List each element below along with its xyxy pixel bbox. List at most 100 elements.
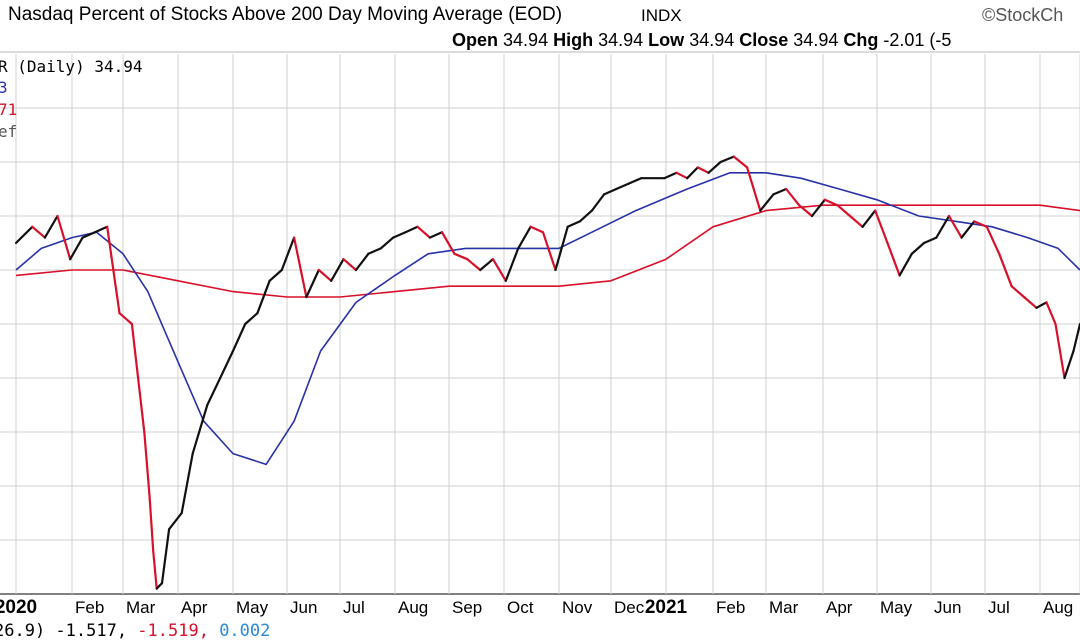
series-main-segment [698, 167, 709, 172]
series-main-segment [506, 248, 518, 280]
series-main-segment [543, 232, 556, 270]
high-label: High [553, 30, 593, 50]
series-main-segment [220, 351, 233, 378]
series-main-segment [863, 211, 876, 227]
quote-line: Open 34.94 High 34.94 Low 34.94 Close 34… [452, 30, 951, 51]
series-main-segment [531, 227, 543, 232]
series-main-segment [344, 259, 357, 270]
series-main-segment [850, 216, 863, 227]
x-tick-label: 2020 [0, 597, 37, 618]
x-tick-label: Oct [507, 598, 534, 617]
open-label: Open [452, 30, 498, 50]
series-main-segment [1056, 324, 1065, 378]
series-main-segment [270, 270, 282, 281]
series-main-segment [144, 432, 149, 497]
series-main-segment [467, 259, 480, 270]
x-tick-label: Sep [452, 598, 482, 617]
series-main-segment [207, 378, 220, 405]
x-tick-label: Feb [716, 598, 745, 617]
series-main-segment [480, 259, 493, 270]
series-ma-long-line [16, 205, 1080, 297]
series-main-segment [616, 184, 628, 189]
footer-value-3: 0.002 [219, 621, 270, 641]
series-main-segment [677, 173, 688, 178]
chg-label: Chg [843, 30, 878, 50]
x-tick-label: Jun [934, 598, 961, 617]
series-main-segment [150, 497, 154, 551]
x-tick-label: Mar [126, 598, 156, 617]
chart-title: Nasdaq Percent of Stocks Above 200 Day M… [8, 4, 562, 26]
x-tick-label: Apr [826, 598, 853, 617]
index-symbol: INDX [641, 6, 682, 26]
x-tick-label: Nov [562, 598, 593, 617]
close-value: 34.94 [793, 30, 838, 50]
series-main-segment [294, 238, 306, 297]
series-main-segment [169, 513, 182, 529]
legend-ref: ef [0, 122, 17, 141]
x-tick-label: Mar [769, 598, 799, 617]
legend-main: R (Daily) 34.94 [0, 57, 143, 76]
series-main-segment [1012, 286, 1024, 297]
series-main-segment [912, 243, 924, 254]
series-main-segment [245, 313, 257, 324]
series-main-segment [319, 270, 331, 281]
series-main-segment [368, 248, 380, 253]
x-tick-label: Jul [343, 598, 365, 617]
series-main-segment [95, 227, 107, 232]
chg-value: -2.01 (-5 [883, 30, 951, 50]
series-main-segment [1047, 302, 1056, 324]
series-main-segment [1074, 324, 1080, 351]
footer-readout: 26.9) -1.517, -1.519, 0.002 [0, 621, 270, 641]
series-main-segment [381, 238, 393, 249]
series-main-segment [592, 194, 604, 210]
series-main-segment [45, 216, 58, 238]
series-main-segment [924, 238, 936, 243]
series-main-segment [306, 270, 318, 297]
series-main-segment [568, 221, 580, 226]
footer-value-2: -1.519, [137, 621, 219, 641]
x-tick-label: Dec [614, 598, 645, 617]
high-value: 34.94 [598, 30, 643, 50]
series-main-segment [356, 254, 368, 270]
x-tick-label: Apr [181, 598, 208, 617]
series-main-segment [120, 313, 132, 324]
x-tick-label: Aug [1043, 598, 1073, 617]
x-tick-label: 2021 [645, 597, 688, 618]
series-ma-short-line [16, 173, 1080, 465]
open-value: 34.94 [503, 30, 548, 50]
series-main-segment [604, 189, 616, 194]
low-value: 34.94 [689, 30, 734, 50]
series-main-segment [709, 162, 721, 173]
x-tick-label: Jul [988, 598, 1010, 617]
series-main-segment [687, 167, 698, 178]
series-main-segment [786, 189, 799, 205]
x-tick-label: May [236, 598, 269, 617]
legend-ma-long: 71 [0, 100, 17, 119]
series-main-segment [900, 254, 912, 276]
series-main-segment [162, 529, 169, 583]
series-main-segment [747, 167, 760, 210]
series-main-segment [182, 454, 193, 513]
series-main-segment [888, 243, 900, 275]
series-main-segment [32, 227, 45, 238]
series-main-segment [16, 227, 32, 243]
series-main-segment [1024, 297, 1037, 308]
series-main-segment [629, 178, 642, 183]
series-main-segment [58, 216, 71, 259]
series-main-segment [153, 551, 157, 589]
series-main-segment [406, 227, 418, 232]
series-main-segment [282, 238, 294, 270]
series-main-segment [760, 194, 773, 210]
legend-ma-short: 3 [0, 78, 8, 97]
x-tick-label: Feb [75, 598, 104, 617]
low-label: Low [648, 30, 684, 50]
series-layer [16, 157, 1080, 589]
series-main-segment [1037, 302, 1047, 307]
close-label: Close [739, 30, 788, 50]
series-main-segment [418, 227, 430, 238]
series-main-segment [257, 281, 269, 313]
series-main-segment [455, 254, 468, 259]
series-main-segment [1065, 351, 1074, 378]
